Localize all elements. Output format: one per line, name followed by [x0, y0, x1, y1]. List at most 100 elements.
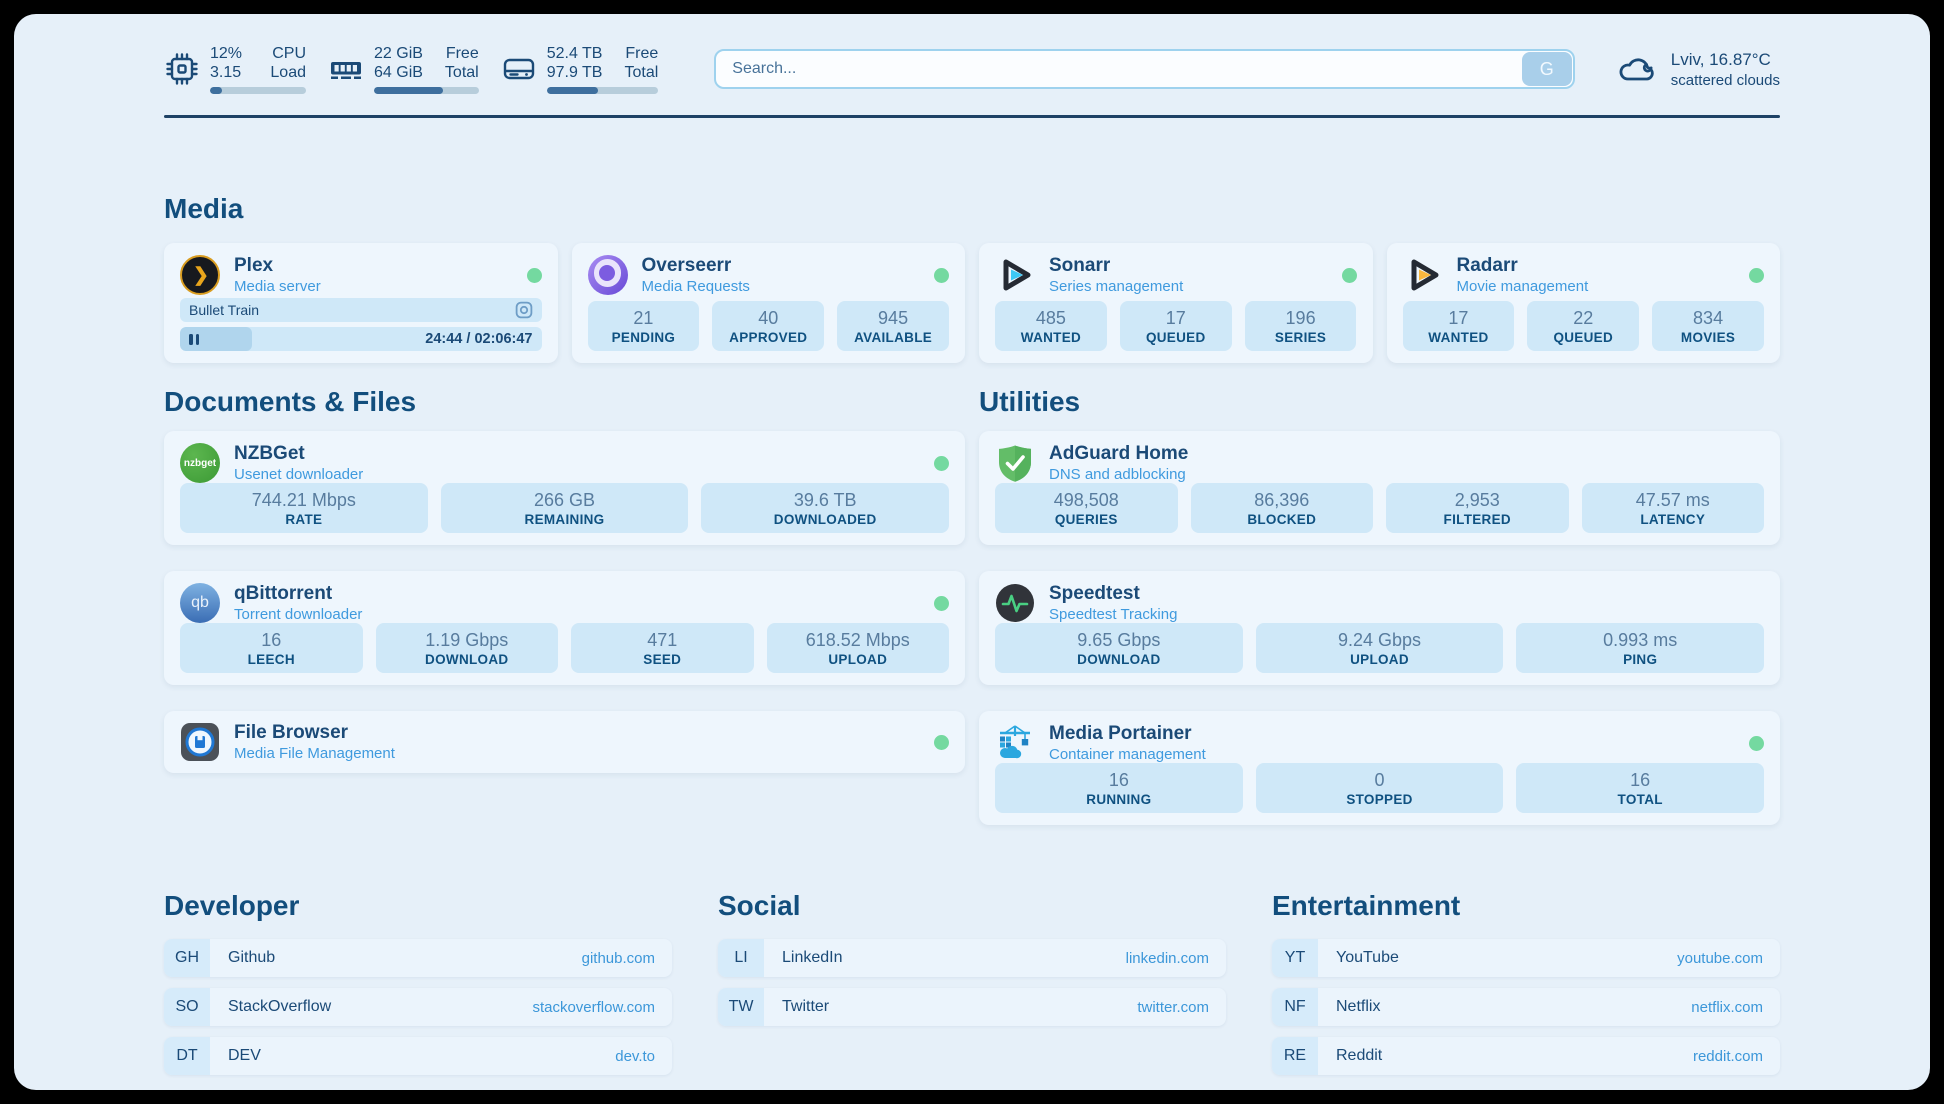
stat-approved: 40 APPROVED	[712, 301, 825, 351]
service-title: Speedtest	[1049, 583, 1140, 604]
bookmark-twitter[interactable]: TW Twitter twitter.com	[718, 988, 1226, 1026]
nzbget-icon: nzbget	[180, 443, 220, 483]
section-title-documents: Documents & Files	[164, 386, 417, 417]
bookmark-name: Reddit	[1336, 1047, 1383, 1064]
service-title: File Browser	[234, 722, 349, 743]
service-subtitle: Usenet downloader	[234, 466, 364, 483]
stat-available: 945 AVAILABLE	[837, 301, 949, 351]
bookmark-name: Netflix	[1336, 998, 1381, 1015]
stat-queries: 498,508 QUERIES	[995, 483, 1178, 533]
bookmark-url: reddit.com	[1692, 1047, 1763, 1065]
service-title: qBittorrent	[234, 583, 333, 604]
bookmark-url: netflix.com	[1691, 998, 1763, 1016]
service-subtitle: Media File Management	[234, 745, 395, 762]
memory-total-value: 64 GiB	[374, 64, 423, 81]
status-online-dot	[934, 455, 949, 471]
service-card-adguard[interactable]: AdGuard Home DNS and adblocking 498,508 …	[979, 431, 1780, 545]
qbittorrent-icon: qb	[180, 583, 220, 623]
service-title: NZBGet	[234, 443, 305, 464]
bookmark-abbr: LI	[718, 939, 764, 977]
service-card-speedtest[interactable]: Speedtest Speedtest Tracking 9.65 Gbps D…	[979, 571, 1780, 685]
bookmark-name: StackOverflow	[228, 998, 332, 1015]
bookmark-youtube[interactable]: YT YouTube youtube.com	[1272, 939, 1780, 977]
cpu-loadavg-value: 3.15	[210, 64, 242, 81]
service-card-qbittorrent[interactable]: qb qBittorrent Torrent downloader 16 LEE…	[164, 571, 965, 685]
stat-wanted: 485 WANTED	[995, 301, 1107, 351]
bookmark-group-developer: Developer GH Github github.com SO StackO…	[164, 889, 672, 1075]
disk-widget: 52.4 TB 97.9 TB Free Total	[501, 44, 659, 94]
disk-total-label: Total	[624, 64, 659, 81]
bookmark-abbr: YT	[1272, 939, 1318, 977]
status-online-dot	[1749, 267, 1764, 283]
bookmark-stackoverflow[interactable]: SO StackOverflow stackoverflow.com	[164, 988, 672, 1026]
view-session-icon[interactable]	[515, 301, 533, 319]
bookmark-reddit[interactable]: RE Reddit reddit.com	[1272, 1037, 1780, 1075]
cpu-icon	[166, 53, 198, 85]
service-card-nzbget[interactable]: nzbget NZBGet Usenet downloader 744.21 M…	[164, 431, 965, 545]
bookmark-name: Twitter	[782, 998, 830, 1015]
overseerr-icon	[587, 255, 628, 295]
bookmark-abbr: DT	[164, 1037, 210, 1075]
stat-queued: 22 QUEUED	[1527, 301, 1640, 351]
service-title: Sonarr	[1049, 255, 1111, 276]
service-card-portainer[interactable]: Media Portainer Container management 16 …	[979, 711, 1780, 825]
stat-pending: 21 PENDING	[587, 301, 700, 351]
bookmark-url: dev.to	[615, 1047, 655, 1065]
cloud-icon	[1619, 58, 1654, 81]
bookmark-url: twitter.com	[1137, 998, 1209, 1016]
disk-progress-fill	[546, 87, 599, 94]
bookmark-abbr: TW	[718, 988, 764, 1026]
bookmark-name: LinkedIn	[782, 949, 843, 966]
service-card-filebrowser[interactable]: File Browser Media File Management	[164, 711, 965, 773]
service-subtitle: Media server	[234, 278, 321, 295]
bookmark-name: Github	[228, 949, 276, 966]
stat-remaining: 266 GB REMAINING	[440, 483, 689, 533]
section-title-utilities: Utilities	[979, 386, 1081, 417]
stat-ping: 0.993 ms PING	[1516, 623, 1765, 673]
search-provider-button[interactable]: G	[1521, 52, 1572, 86]
sonarr-icon	[995, 255, 1035, 295]
stat-series: 196 SERIES	[1244, 301, 1357, 351]
cpu-label: CPU	[272, 45, 306, 62]
stat-rate: 744.21 Mbps RATE	[180, 483, 428, 533]
section-title-entertainment: Entertainment	[1272, 890, 1461, 921]
stat-wanted: 17 WANTED	[1402, 301, 1515, 351]
bookmark-netflix[interactable]: NF Netflix netflix.com	[1272, 988, 1780, 1026]
cpu-widget: 12% 3.15 CPU Load	[164, 44, 306, 94]
status-online-dot	[934, 734, 949, 750]
service-card-overseerr[interactable]: Overseerr Media Requests 21 PENDING 40 A…	[571, 243, 965, 363]
weather-location-temp: Lviv, 16.87°C	[1670, 49, 1771, 69]
stat-blocked: 86,396 BLOCKED	[1190, 483, 1373, 533]
header-bar: 12% 3.15 CPU Load	[164, 38, 1780, 100]
stat-downloaded: 39.6 TB DOWNLOADED	[701, 483, 950, 533]
now-playing-title: Bullet Train	[189, 302, 260, 318]
disk-free-value: 52.4 TB	[546, 45, 603, 62]
stat-filtered: 2,953 FILTERED	[1386, 483, 1569, 533]
bookmark-github[interactable]: GH Github github.com	[164, 939, 672, 977]
media-card-grid: ❯ Plex Media server Bullet Train	[164, 243, 1780, 363]
cpu-progress-fill	[210, 87, 222, 94]
stat-movies: 834 MOVIES	[1652, 301, 1764, 351]
disk-icon	[503, 58, 534, 80]
cpu-load-label: Load	[270, 64, 306, 81]
bookmark-dev[interactable]: DT DEV dev.to	[164, 1037, 672, 1075]
status-online-dot	[526, 267, 542, 283]
service-card-plex[interactable]: ❯ Plex Media server Bullet Train	[164, 243, 558, 363]
bookmark-abbr: RE	[1272, 1037, 1318, 1075]
memory-widget: 22 GiB 64 GiB Free Total	[328, 44, 479, 94]
section-title-social: Social	[718, 890, 801, 921]
service-card-radarr[interactable]: Radarr Movie management 17 WANTED 22 QUE…	[1386, 243, 1780, 363]
filebrowser-icon	[180, 722, 220, 762]
service-subtitle: Torrent downloader	[234, 606, 363, 623]
bookmark-linkedin[interactable]: LI LinkedIn linkedin.com	[718, 939, 1226, 977]
service-card-sonarr[interactable]: Sonarr Series management 485 WANTED 17 Q…	[979, 243, 1373, 363]
service-title: AdGuard Home	[1049, 443, 1189, 464]
memory-progress-track	[374, 87, 479, 94]
search-input[interactable]	[714, 49, 1575, 89]
disk-free-label: Free	[625, 45, 659, 62]
service-title: Plex	[234, 255, 274, 276]
pause-icon	[189, 333, 199, 345]
memory-free-value: 22 GiB	[374, 45, 423, 62]
status-online-dot	[1341, 267, 1357, 283]
bookmark-abbr: NF	[1272, 988, 1318, 1026]
